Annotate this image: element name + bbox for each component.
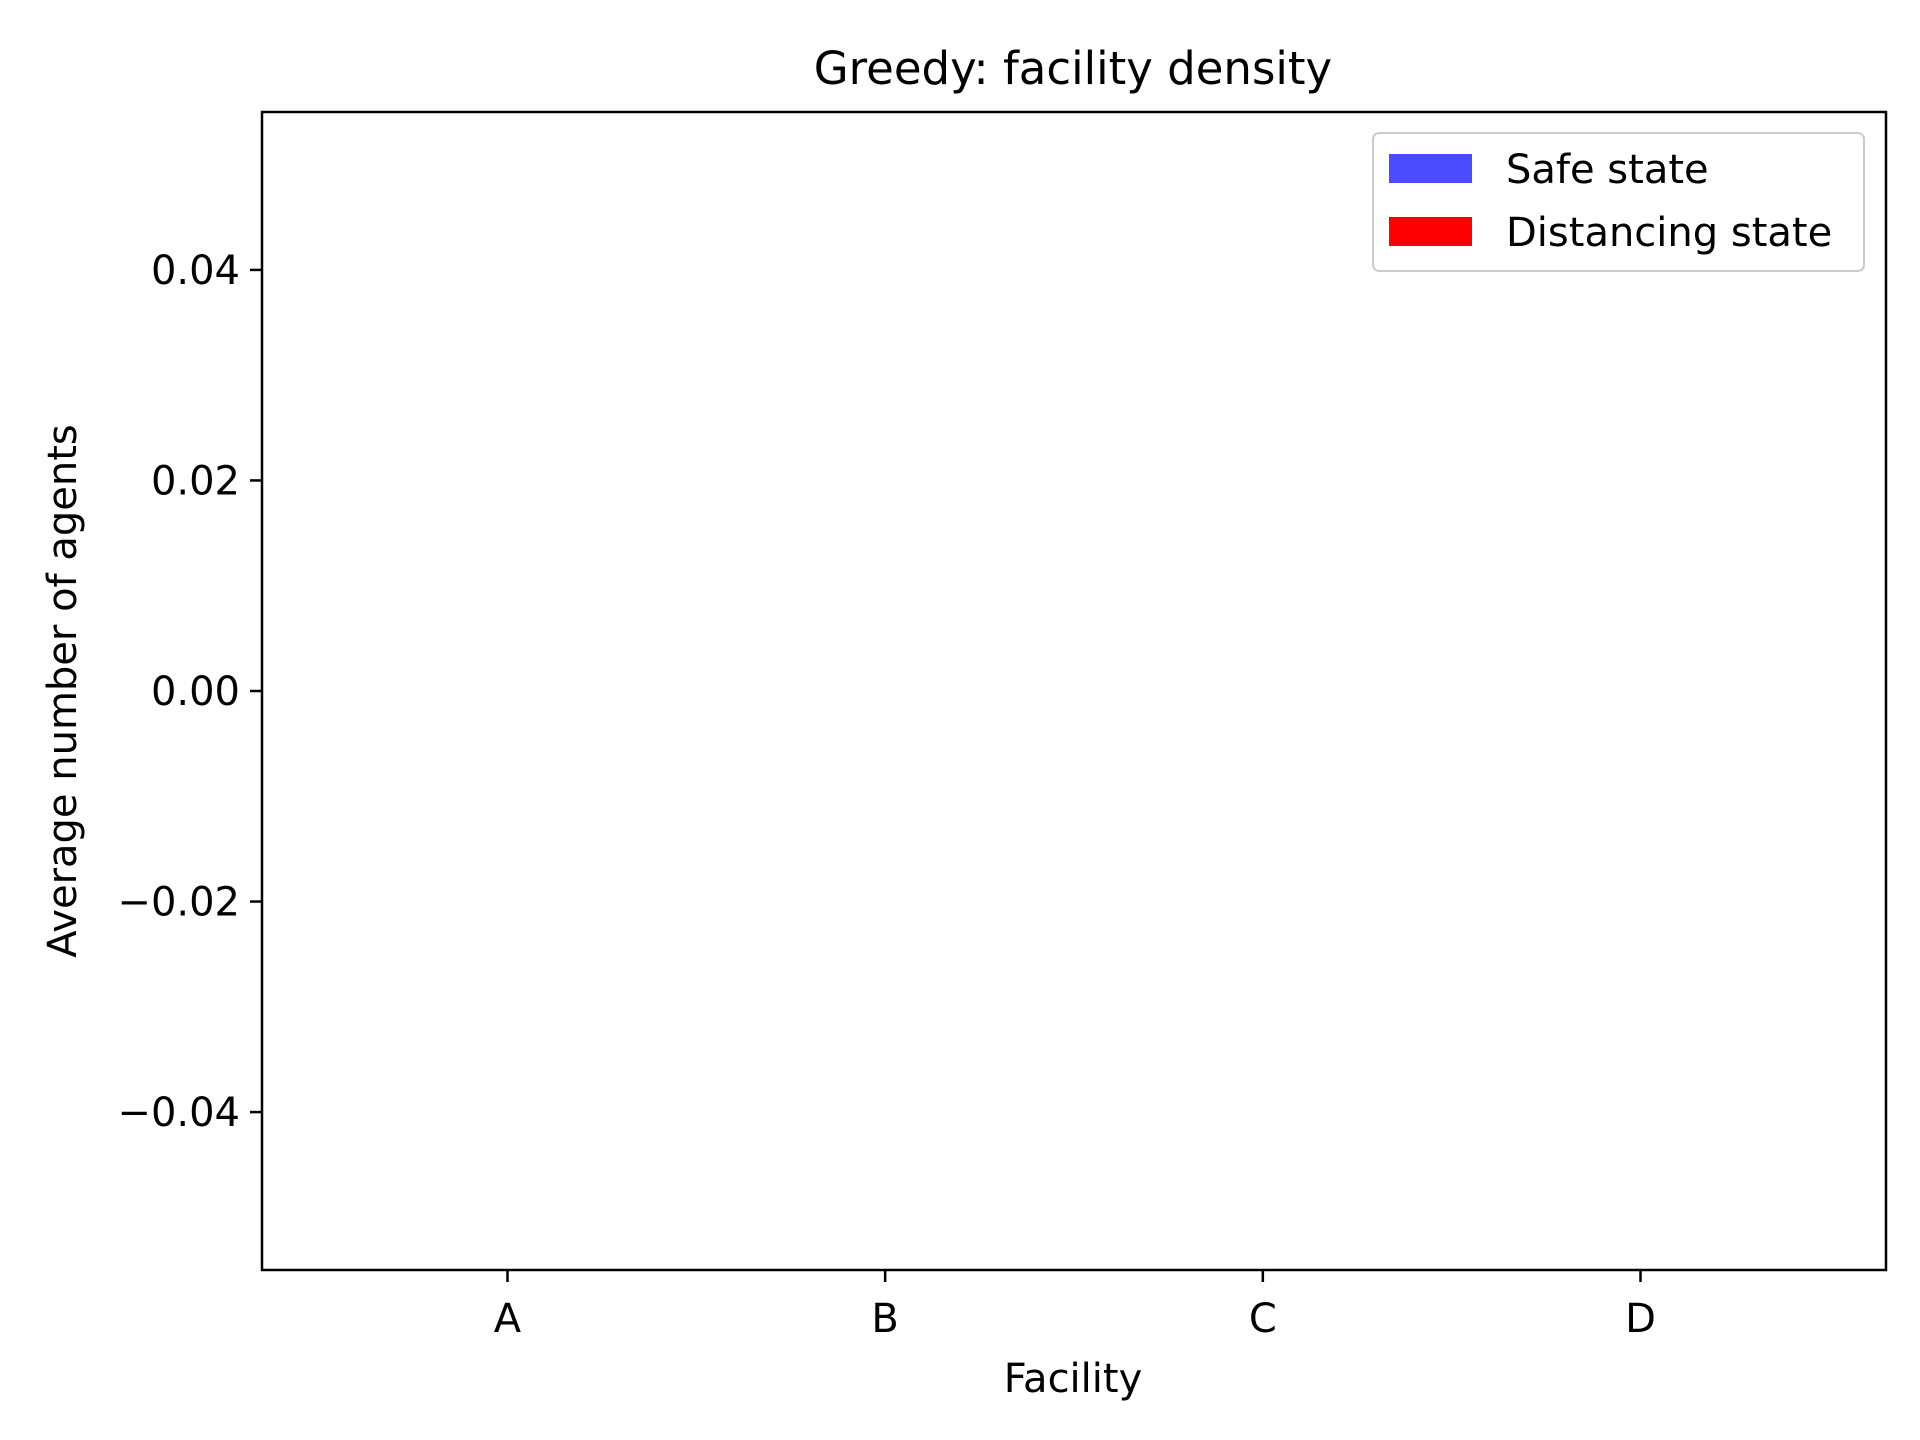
- legend-swatch-safe: [1389, 154, 1472, 183]
- y-axis-ticks: −0.04 −0.02 0.00 0.02 0.04: [117, 248, 262, 1136]
- legend-swatch-distancing: [1389, 217, 1472, 246]
- y-tick-label: 0.00: [151, 669, 240, 715]
- y-tick-label: 0.04: [151, 248, 240, 294]
- x-tick-label: C: [1249, 1296, 1277, 1342]
- y-axis-label: Average number of agents: [40, 424, 86, 957]
- legend: Safe state Distancing state: [1372, 132, 1865, 272]
- y-tick-label: −0.04: [117, 1090, 240, 1136]
- legend-label-safe: Safe state: [1506, 147, 1709, 193]
- x-tick-label: A: [494, 1296, 522, 1342]
- x-axis-label: Facility: [1004, 1356, 1143, 1402]
- y-tick-label: −0.02: [117, 880, 240, 926]
- y-tick-label: 0.02: [151, 458, 240, 504]
- x-tick-label: D: [1625, 1296, 1656, 1342]
- legend-frame: [1372, 132, 1865, 272]
- x-axis-ticks: A B C D: [494, 1270, 1656, 1342]
- chart-title: Greedy: facility density: [814, 42, 1332, 95]
- legend-label-distancing: Distancing state: [1506, 210, 1832, 256]
- x-tick-label: B: [871, 1296, 898, 1342]
